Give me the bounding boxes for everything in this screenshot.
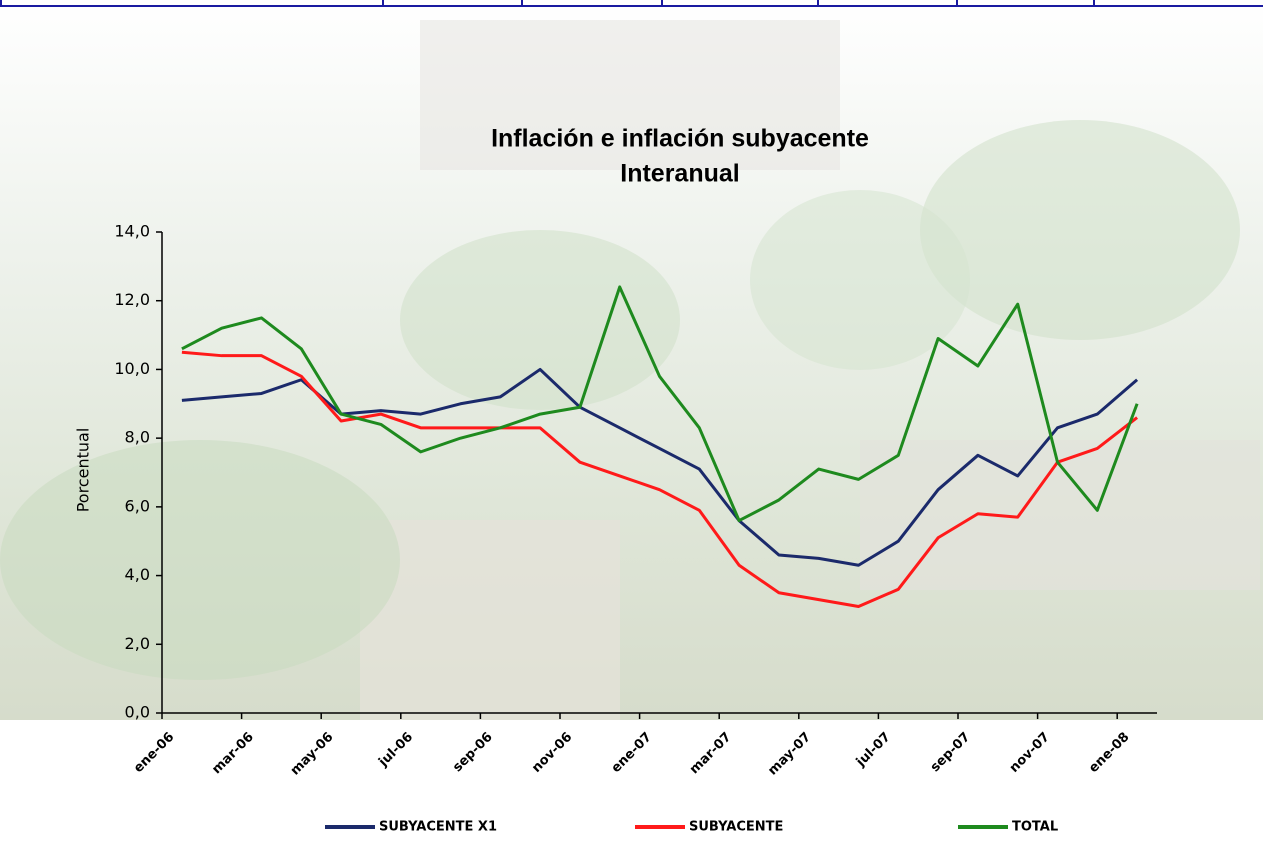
y-tick-label: 10,0 [114,359,150,378]
legend-label: SUBYACENTE [689,820,783,835]
legend-label: SUBYACENTE X1 [379,820,497,835]
background-palm [400,230,680,410]
legend-label: TOTAL [1012,820,1058,835]
y-tick-label: 12,0 [114,290,150,309]
chart: Inflación e inflación subyacente Interan… [0,0,1263,865]
y-tick-label: 2,0 [125,634,150,653]
background-trees [0,440,400,680]
y-tick-label: 8,0 [125,428,150,447]
y-tick-label: 4,0 [125,565,150,584]
chart-title: Inflación e inflación subyacente [491,125,869,153]
y-axis-label: Porcentual [74,428,93,513]
chart-subtitle: Interanual [620,160,739,188]
y-tick-label: 14,0 [114,222,150,241]
y-tick-label: 0,0 [125,703,150,722]
background-palm [920,120,1240,340]
y-tick-label: 6,0 [125,496,150,515]
